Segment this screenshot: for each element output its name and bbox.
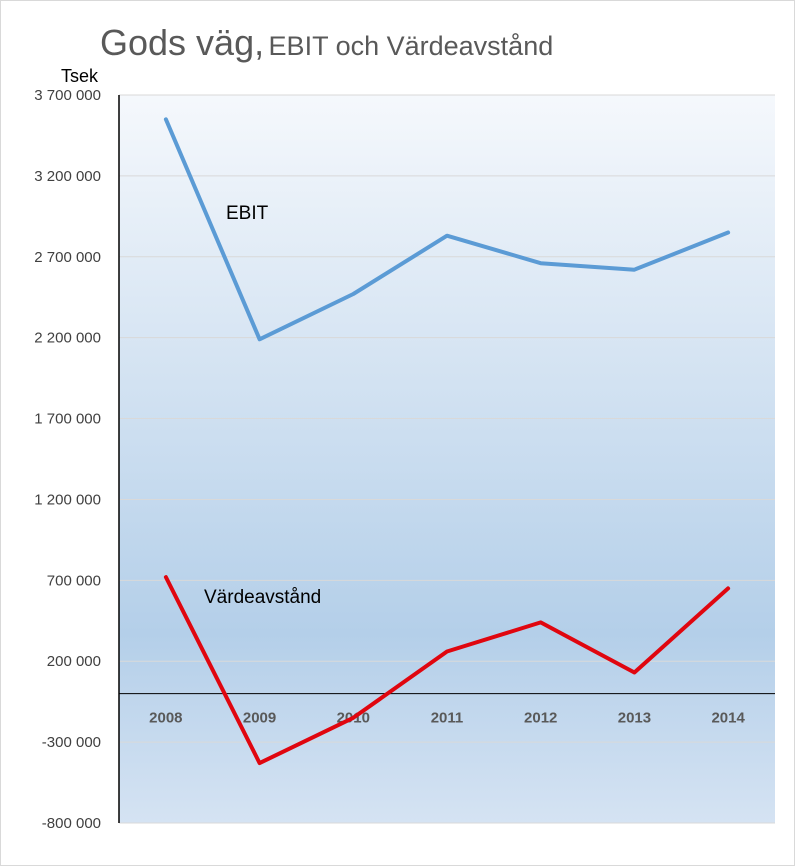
series-line-ebit [163,117,731,342]
y-tick-label: 700 000 [47,572,101,589]
y-tick-label: 3 200 000 [34,168,101,185]
chart-subtitle: EBIT och Värdeavstånd [268,31,554,61]
y-tick-label: 1 700 000 [34,411,101,428]
x-tick-label: 2011 [431,710,464,727]
x-tick-label: 2008 [149,710,182,727]
x-tick-label: 2014 [711,710,745,727]
vardeavstand-annotation: Värdeavstånd [204,587,321,608]
y-tick-label: 1 200 000 [34,491,101,508]
y-tick-label: 200 000 [47,653,101,670]
chart-title-main: Gods väg, [100,22,265,63]
chart-title: Gods väg, EBIT och Värdeavstånd [100,22,553,64]
y-tick-label: 2 200 000 [34,330,101,347]
x-tick-label: 2012 [524,710,557,727]
y-axis-ticks: 3 700 000 3 200 000 2 700 000 2 200 000 1 70… [34,87,101,832]
y-tick-label: 3 700 000 [34,87,101,104]
y-tick-label: -800 000 [42,815,101,832]
x-tick-label: 2009 [243,710,276,727]
x-tick-label: 2013 [618,710,651,727]
y-axis-unit-label: Tsek [61,66,99,86]
ebit-annotation: EBIT [226,203,269,224]
gridlines [119,94,775,824]
series-lines [163,117,731,766]
series-line-v-rdeavst-nd [163,575,731,766]
y-tick-label: 2 700 000 [34,249,101,266]
y-tick-label: -300 000 [42,734,101,751]
